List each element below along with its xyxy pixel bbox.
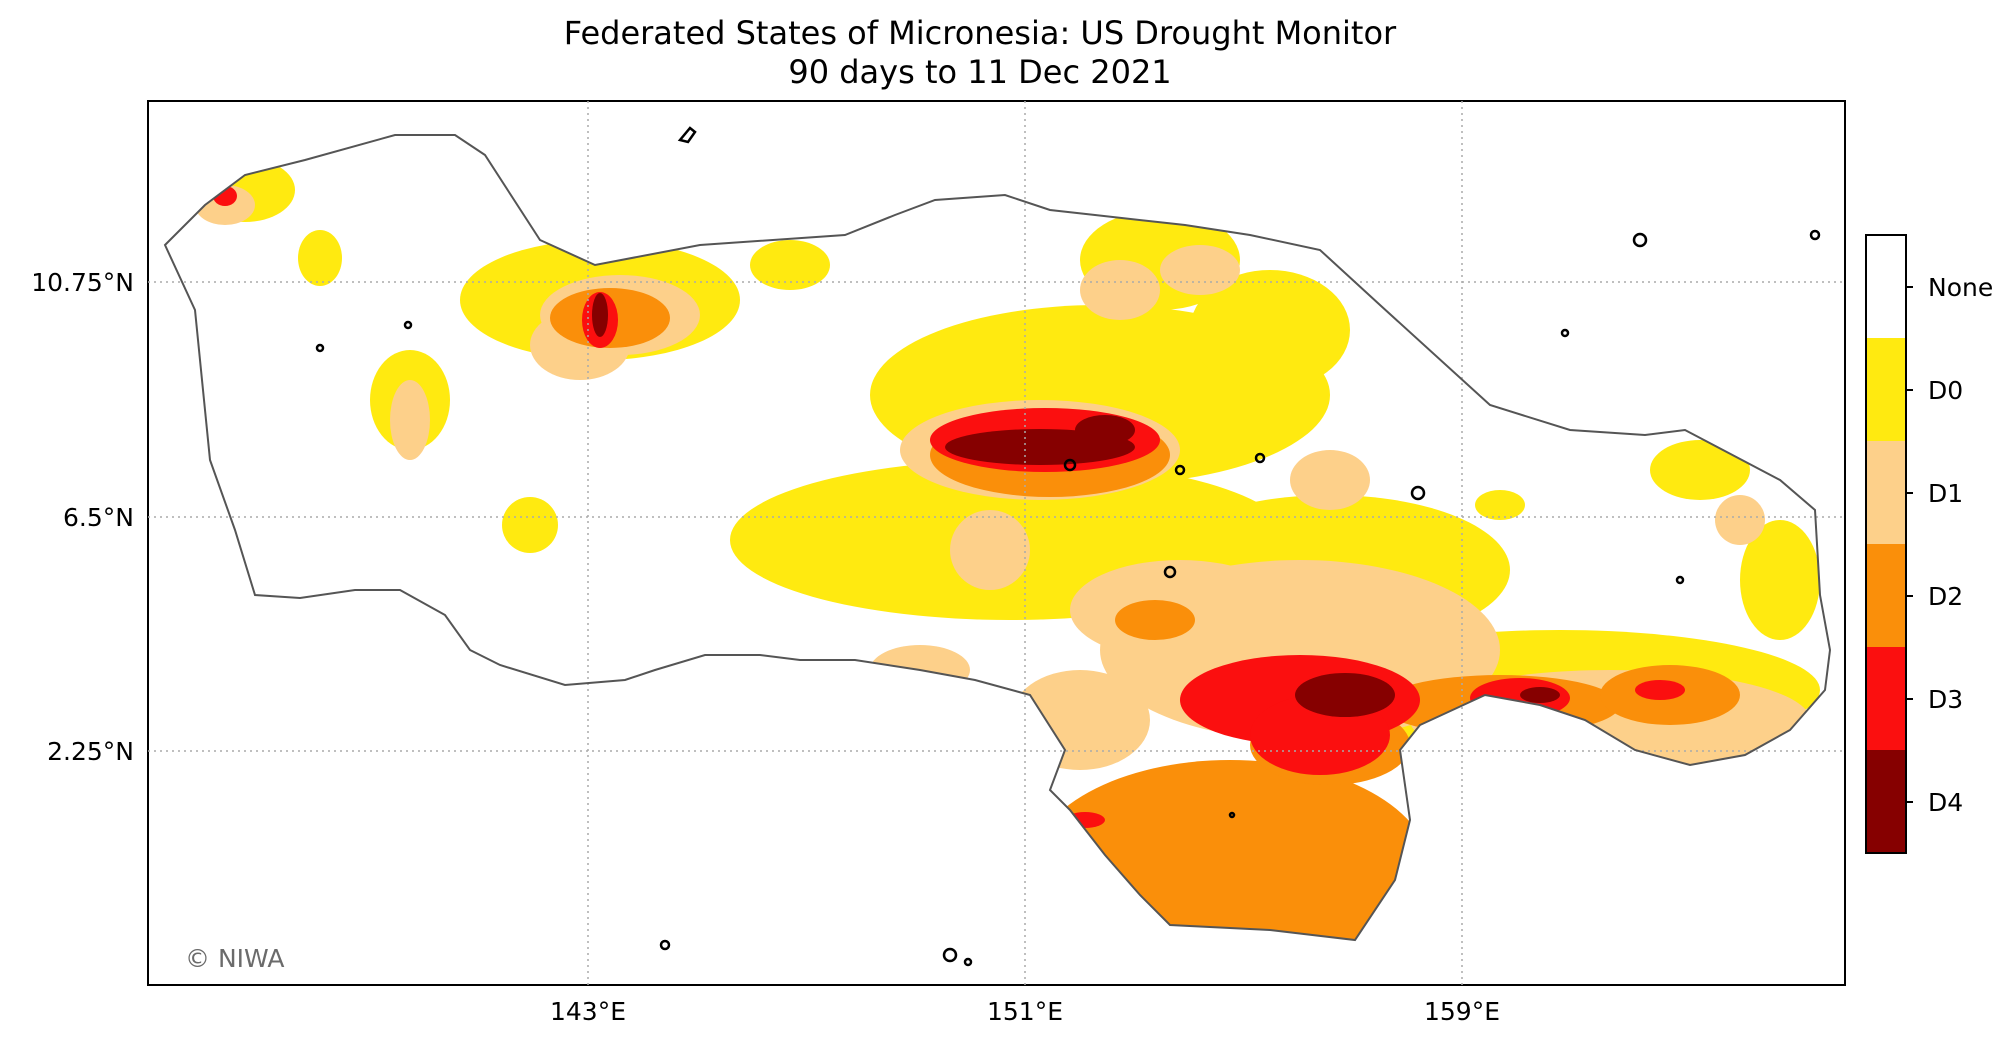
x-tick-labels: 143°E 151°E 159°E bbox=[550, 997, 1500, 1026]
colorbar-d2 bbox=[1866, 544, 1906, 647]
y-tick-6-5n: 6.5°N bbox=[63, 503, 134, 532]
gridlines bbox=[148, 101, 1845, 985]
map-subtitle: 90 days to 11 Dec 2021 bbox=[788, 53, 1172, 91]
colorbar-label-d2: D2 bbox=[1928, 582, 1963, 611]
colorbar-label-d1: D1 bbox=[1928, 479, 1963, 508]
island bbox=[315, 343, 325, 353]
x-tick-159e: 159°E bbox=[1424, 997, 1500, 1026]
credit-text: © NIWA bbox=[185, 944, 284, 973]
d4-regions bbox=[592, 293, 1560, 717]
y-tick-2-25n: 2.25°N bbox=[47, 737, 134, 766]
colorbar-label-d3: D3 bbox=[1928, 685, 1963, 714]
colorbar: None D0 D1 D2 D3 D4 bbox=[1865, 234, 1993, 854]
x-tick-143e: 143°E bbox=[550, 997, 626, 1026]
island bbox=[1632, 232, 1648, 248]
colorbar-d4 bbox=[1866, 750, 1906, 853]
colorbar-d3 bbox=[1866, 647, 1906, 750]
island bbox=[1809, 229, 1821, 241]
colorbar-d1 bbox=[1866, 441, 1906, 544]
island bbox=[659, 939, 671, 951]
y-tick-10-75n: 10.75°N bbox=[31, 268, 134, 297]
colorbar-none bbox=[1866, 235, 1906, 338]
island bbox=[1163, 565, 1177, 579]
colorbar-label-d0: D0 bbox=[1928, 376, 1963, 405]
credit-box bbox=[152, 940, 308, 984]
island bbox=[1063, 458, 1077, 472]
map-title: Federated States of Micronesia: US Droug… bbox=[563, 14, 1397, 52]
island bbox=[963, 957, 973, 967]
colorbar-label-d4: D4 bbox=[1928, 788, 1963, 817]
colorbar-frame bbox=[1865, 234, 1907, 854]
island bbox=[403, 320, 413, 330]
island bbox=[1410, 485, 1426, 501]
x-tick-151e: 151°E bbox=[987, 997, 1063, 1026]
island bbox=[1228, 811, 1236, 819]
island bbox=[1675, 575, 1685, 585]
island bbox=[1254, 452, 1266, 464]
guam-island bbox=[677, 126, 697, 144]
y-tick-labels: 10.75°N 6.5°N 2.25°N bbox=[31, 268, 134, 766]
eez-boundary bbox=[163, 134, 1832, 942]
island bbox=[1560, 328, 1570, 338]
colorbar-d0 bbox=[1866, 338, 1906, 441]
island bbox=[942, 947, 958, 963]
colorbar-label-none: None bbox=[1928, 273, 1993, 302]
drought-layer bbox=[195, 158, 1820, 940]
island bbox=[1174, 464, 1186, 476]
islands bbox=[315, 126, 1821, 967]
